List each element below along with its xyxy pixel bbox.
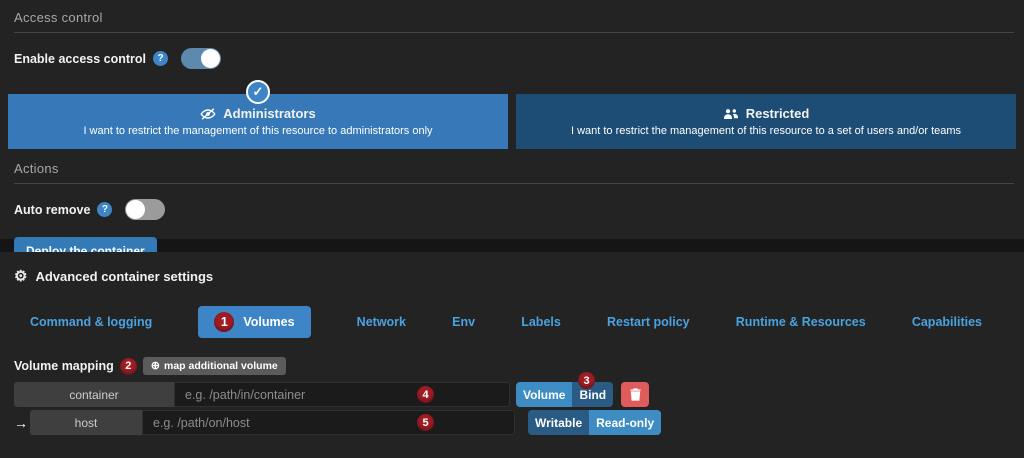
- trash-icon: [630, 388, 641, 401]
- volume-type-toggle-group: Volume Bind 3: [516, 372, 614, 407]
- help-icon[interactable]: ?: [153, 51, 169, 66]
- check-icon: ✓: [246, 80, 270, 104]
- auto-remove-label: Auto remove: [14, 202, 91, 217]
- tab-labels[interactable]: Labels: [521, 315, 561, 329]
- auto-remove-toggle[interactable]: [125, 199, 166, 220]
- annotation-badge-1: 1: [214, 312, 235, 332]
- admin-card-description: I want to restrict the management of thi…: [83, 125, 433, 137]
- host-path-input[interactable]: [142, 410, 515, 435]
- toggle-knob: [126, 200, 146, 219]
- volume-mapping-label: Volume mapping: [14, 359, 114, 373]
- host-addon-label: host: [30, 410, 142, 435]
- access-control-panel: Access control Enable access control ? ✓…: [0, 0, 1024, 265]
- tab-network[interactable]: Network: [356, 315, 406, 329]
- tab-runtime-resources[interactable]: Runtime & Resources: [735, 315, 866, 329]
- annotation-badge-3: 3: [578, 372, 595, 389]
- host-path-row: → host 5 Writable Read-only: [14, 410, 1010, 435]
- restricted-card-description: I want to restrict the management of thi…: [570, 125, 962, 137]
- container-addon-label: container: [14, 382, 174, 407]
- read-only-button[interactable]: Read-only: [589, 410, 662, 435]
- toggle-knob: [201, 49, 221, 68]
- annotation-badge-5: 5: [417, 414, 434, 431]
- tab-restart-policy[interactable]: Restart policy: [606, 315, 690, 329]
- ownership-card-administrators[interactable]: ✓ Administrators I want to restrict the …: [8, 80, 508, 149]
- access-mode-toggle-group: Writable Read-only: [528, 410, 662, 435]
- eye-slash-icon: [200, 107, 216, 120]
- settings-tab-bar: Command & logging 1 Volumes Network Env …: [30, 306, 982, 338]
- annotation-badge-2: 2: [119, 357, 137, 375]
- help-icon[interactable]: ?: [97, 202, 113, 217]
- enable-access-control-toggle[interactable]: [181, 48, 222, 69]
- tab-volumes[interactable]: 1 Volumes: [198, 306, 311, 338]
- advanced-settings-panel: ⚙ Advanced container settings Command & …: [0, 252, 1024, 458]
- restricted-card-title: Restricted: [745, 106, 810, 121]
- tab-env[interactable]: Env: [452, 315, 476, 329]
- container-path-input[interactable]: [174, 382, 510, 407]
- tab-volumes-label: Volumes: [243, 315, 295, 329]
- access-control-header: Access control: [14, 10, 1014, 33]
- map-additional-volume-button[interactable]: ⊕ map additional volume: [142, 357, 286, 375]
- tab-command-logging[interactable]: Command & logging: [30, 315, 153, 329]
- actions-header: Actions: [14, 161, 1014, 184]
- remove-volume-button[interactable]: [621, 382, 650, 407]
- container-path-row: container 4 Volume Bind 3: [14, 372, 1010, 407]
- enable-access-control-label: Enable access control: [14, 51, 147, 66]
- admin-card-title: Administrators: [223, 106, 316, 121]
- advanced-settings-title: Advanced container settings: [35, 269, 214, 284]
- map-additional-volume-label: map additional volume: [164, 360, 278, 372]
- annotation-badge-4: 4: [417, 386, 434, 403]
- writable-button[interactable]: Writable: [528, 410, 590, 435]
- tab-capabilities[interactable]: Capabilities: [911, 315, 982, 329]
- arrow-right-icon: →: [14, 414, 28, 431]
- gear-icon: ⚙: [14, 268, 28, 285]
- volume-type-button[interactable]: Volume: [516, 382, 573, 407]
- users-icon: [723, 108, 739, 120]
- ownership-card-restricted[interactable]: Restricted I want to restrict the manage…: [516, 94, 1016, 149]
- plus-circle-icon: ⊕: [150, 359, 160, 372]
